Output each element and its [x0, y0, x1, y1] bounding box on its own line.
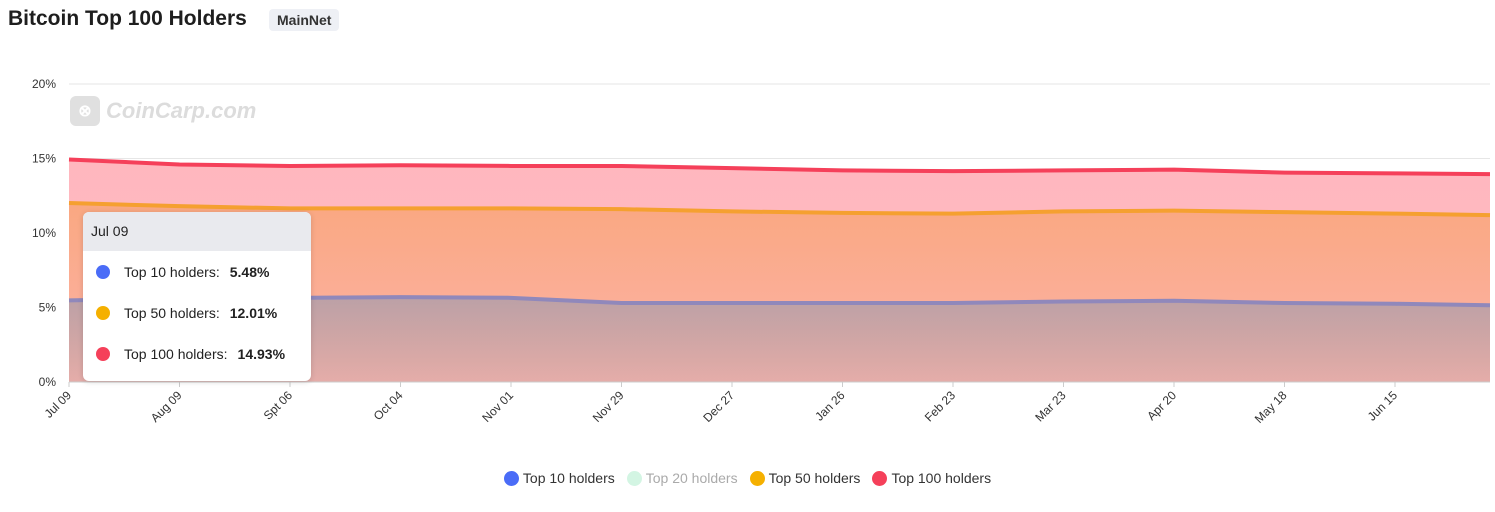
tooltip-row-top100: Top 100 holders: 14.93% — [83, 333, 311, 374]
top10-dot-icon — [96, 264, 110, 279]
x-tick-label: Dec 27 — [700, 388, 737, 425]
legend-dot-icon — [503, 470, 519, 486]
y-tick-label: 15% — [32, 152, 56, 166]
x-tick-label: Mar 23 — [1032, 388, 1069, 425]
y-tick-label: 10% — [32, 226, 56, 240]
legend-top100[interactable]: Top 100 holders — [872, 470, 991, 486]
legend-label: Top 50 holders — [768, 470, 861, 486]
x-tick-label: Oct 04 — [371, 388, 406, 423]
x-tick-label: Aug 09 — [148, 388, 185, 425]
x-tick-label: May 18 — [1252, 388, 1290, 426]
network-badge: MainNet — [269, 9, 340, 31]
top100-dot-icon — [96, 346, 110, 361]
tooltip-label: Top 10 holders: — [124, 263, 220, 280]
y-tick-label: 0% — [39, 375, 57, 389]
watermark: ⊗ CoinCarp.com — [70, 96, 256, 126]
tooltip-row-top50: Top 50 holders: 12.01% — [83, 292, 311, 333]
x-tick-label: Jun 15 — [1365, 388, 1401, 424]
tooltip-value: 12.01% — [229, 304, 278, 321]
legend-top50[interactable]: Top 50 holders — [749, 470, 861, 486]
x-tick-label: Jan 26 — [812, 388, 848, 424]
y-tick-label: 20% — [32, 77, 56, 91]
tooltip-date: Jul 09 — [83, 212, 311, 251]
top50-dot-icon — [96, 305, 110, 320]
x-tick-label: Jul 09 — [42, 388, 75, 421]
legend-label: Top 100 holders — [891, 470, 992, 486]
x-tick-label: Feb 23 — [922, 388, 959, 425]
legend: Top 10 holders Top 20 holders Top 50 hol… — [0, 470, 1495, 486]
area-top-10-holders — [69, 297, 1490, 382]
legend-label: Top 10 holders — [522, 470, 615, 486]
coincarp-logo-icon: ⊗ — [70, 96, 100, 126]
x-tick-label: Nov 01 — [479, 388, 516, 425]
y-tick-label: 5% — [39, 301, 57, 315]
legend-top10[interactable]: Top 10 holders — [503, 470, 615, 486]
legend-dot-icon — [626, 470, 642, 486]
tooltip-label: Top 50 holders: — [124, 304, 220, 321]
legend-label: Top 20 holders — [645, 470, 738, 486]
x-tick-label: Spt 06 — [261, 388, 296, 423]
legend-top20[interactable]: Top 20 holders — [626, 470, 738, 486]
line-top-50-holders — [68, 201, 1491, 218]
chart-title: Bitcoin Top 100 Holders — [8, 7, 247, 30]
tooltip: Jul 09 Top 10 holders: 5.48% Top 50 holde… — [83, 212, 311, 381]
tooltip-value: 14.93% — [237, 345, 286, 362]
tooltip-value: 5.48% — [229, 263, 270, 280]
legend-dot-icon — [872, 470, 888, 486]
x-tick-label: Nov 29 — [590, 388, 627, 425]
x-tick-label: Apr 20 — [1144, 388, 1179, 423]
line-top-100-holders — [68, 157, 1491, 177]
tooltip-label: Top 100 holders: — [124, 345, 228, 362]
area-chart: 0% 5% 10% 15% 20% Jul 09 Aug 09 Spt 06 Oct 04 Nov… — [32, 77, 1491, 426]
legend-dot-icon — [749, 470, 765, 486]
tooltip-row-top10: Top 10 holders: 5.48% — [83, 251, 311, 292]
watermark-text: CoinCarp.com — [106, 98, 257, 123]
